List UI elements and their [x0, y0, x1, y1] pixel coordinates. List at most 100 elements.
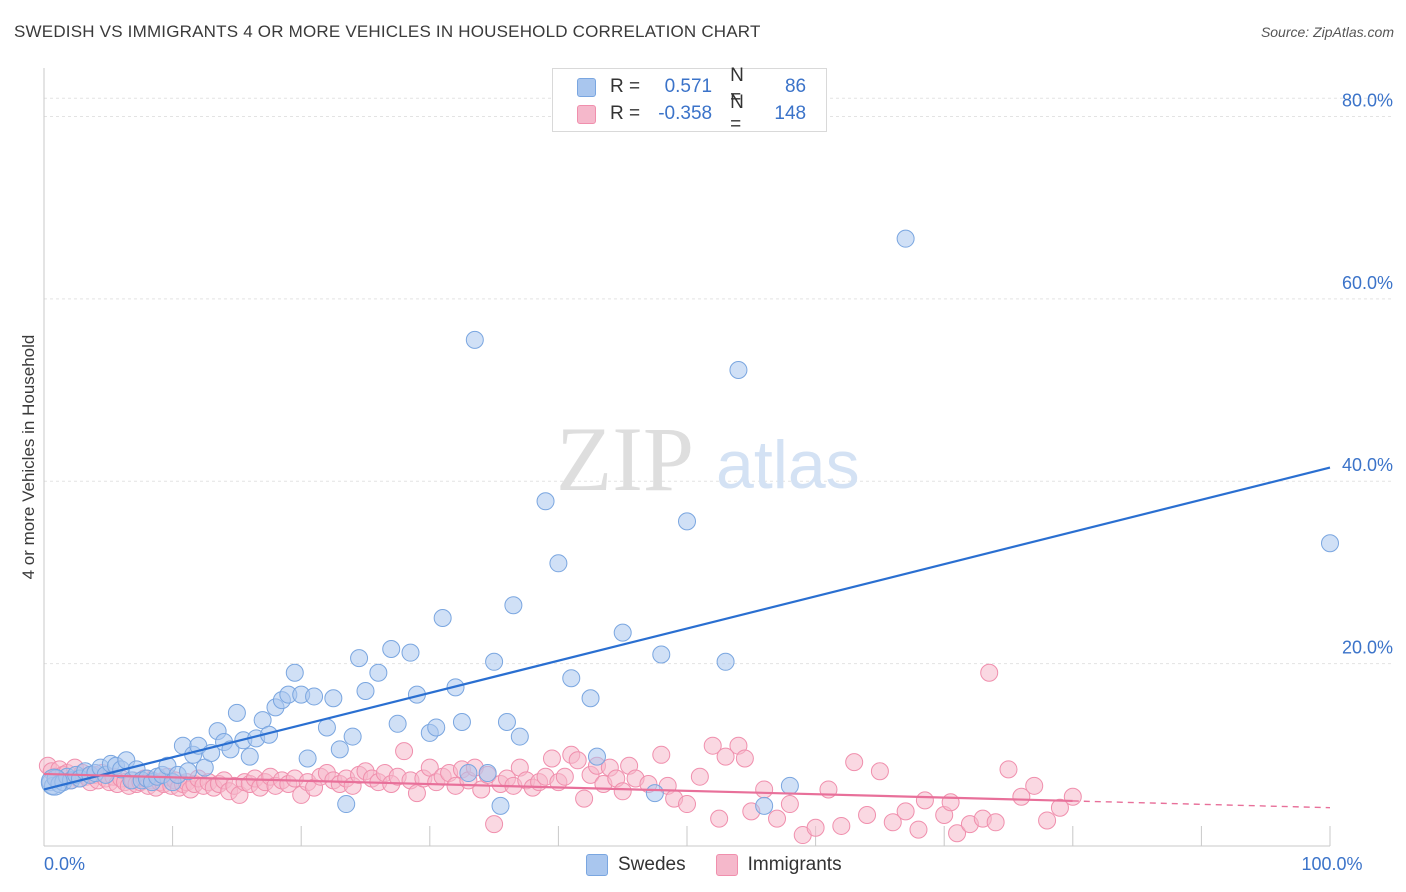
immigrants-point — [652, 745, 671, 764]
swedes-point — [678, 512, 696, 531]
n-value: 86 — [784, 76, 807, 97]
n-label: N = — [730, 65, 744, 108]
immigrants-point — [542, 749, 561, 768]
swedes-point — [497, 712, 516, 731]
swedes-point — [427, 718, 446, 737]
swedes-point — [227, 703, 246, 722]
swedes-point — [1321, 534, 1339, 553]
immigrants-point — [710, 809, 729, 828]
immigrants-point — [980, 663, 999, 682]
swedes-point — [755, 796, 774, 815]
immigrants-point — [1050, 798, 1069, 817]
series-legend: Swedes Immigrants — [586, 852, 872, 878]
trend-lines — [43, 466, 1331, 809]
immigrants-point — [832, 816, 851, 835]
swedes-point — [324, 689, 343, 708]
swedes-point — [221, 740, 240, 759]
immigrants-point — [941, 793, 960, 812]
n-value: 148 — [774, 103, 807, 124]
watermark: ZIP atlas — [556, 408, 860, 510]
immigrants-point — [755, 780, 774, 799]
legend-row-swedes: R = 0.571 N = 86 — [577, 65, 807, 108]
swedes-point — [298, 749, 317, 768]
swedes-point — [369, 663, 388, 682]
legend-item-swedes: Swedes — [586, 854, 686, 876]
y-tick-label: 20.0% — [1342, 638, 1393, 658]
swedes-swatch — [586, 854, 608, 876]
immigrants-point — [1038, 811, 1057, 830]
r-label: R = — [610, 103, 641, 124]
swedes-point — [613, 623, 632, 642]
swedes-point — [652, 645, 671, 664]
swedes-point — [356, 681, 375, 700]
source-label: Source: ZipAtlas.com — [1260, 24, 1394, 40]
immigrants-point — [870, 762, 889, 781]
correlation-legend: R = 0.571 N = 86 R = -0.358 N = 148 — [552, 65, 827, 135]
swedes-point — [388, 714, 407, 733]
swedes-point — [581, 689, 600, 708]
immigrants-swatch — [715, 854, 738, 876]
swedes-point — [337, 795, 356, 814]
swedes-point — [465, 330, 484, 349]
r-value: 0.571 — [664, 76, 713, 97]
r-value: -0.358 — [658, 103, 713, 124]
immigrants-point — [678, 795, 696, 814]
immigrants-point — [568, 751, 587, 770]
watermark-atlas: atlas — [716, 427, 860, 503]
swedes-point — [317, 718, 336, 737]
immigrants-point — [735, 749, 754, 768]
immigrants-point — [555, 767, 574, 786]
swedes-point — [350, 649, 369, 668]
immigrants-point — [1025, 776, 1044, 795]
tick-labels: 20.0% 40.0% 60.0% 80.0% 0.0% 100.0% — [44, 90, 1393, 874]
immigrants-point — [915, 791, 934, 810]
swedes-point — [896, 229, 915, 248]
immigrants-point — [780, 795, 799, 814]
swedes-point — [549, 554, 568, 573]
immigrants-point — [845, 753, 864, 772]
swedes-point — [485, 652, 504, 671]
swedes-point — [562, 669, 581, 688]
swedes-point — [459, 764, 478, 783]
immigrants-point — [896, 802, 915, 821]
immigrants-point — [1063, 787, 1082, 806]
immigrants-point — [485, 815, 504, 834]
n-label: N = — [730, 92, 744, 135]
immigrants-point — [1012, 787, 1031, 806]
immigrants-trend-line — [43, 772, 1073, 803]
swedes-point — [504, 596, 523, 615]
legend-label-swedes: Swedes — [618, 854, 686, 875]
swedes-point — [491, 796, 510, 815]
swedes-point — [536, 492, 555, 511]
legend-label-immigrants: Immigrants — [747, 854, 842, 875]
immigrants-trend-line-extension — [1072, 800, 1331, 809]
r-label: R = — [610, 76, 641, 97]
immigrants-point — [806, 818, 825, 837]
swedes-point — [285, 663, 304, 682]
swedes-point — [343, 727, 362, 746]
swedes-point — [305, 687, 324, 706]
immigrants-point — [395, 742, 414, 761]
immigrants-point — [613, 782, 632, 801]
swedes-point — [382, 640, 401, 659]
immigrants-point — [999, 760, 1018, 779]
swedes-point — [452, 712, 471, 731]
y-tick-label: 40.0% — [1342, 455, 1393, 475]
y-axis-label: 4 or more Vehicles in Household — [19, 335, 38, 580]
legend-item-immigrants: Immigrants — [715, 854, 842, 876]
swedes-point — [330, 740, 349, 759]
y-tick-label: 80.0% — [1342, 90, 1393, 110]
immigrants-point — [575, 789, 594, 808]
immigrants-point — [703, 736, 722, 755]
swedes-point — [478, 764, 497, 783]
legend-row-immigrants: R = -0.358 N = 148 — [577, 92, 807, 135]
swedes-point — [780, 776, 799, 795]
y-tick-label: 60.0% — [1342, 273, 1393, 293]
swedes-point — [510, 727, 529, 746]
immigrants-swatch — [577, 104, 596, 124]
swedes-point — [645, 784, 664, 803]
chart-title: SWEDISH VS IMMIGRANTS 4 OR MORE VEHICLES… — [14, 22, 761, 41]
swedes-point — [240, 747, 259, 766]
swedes-point — [729, 360, 748, 379]
